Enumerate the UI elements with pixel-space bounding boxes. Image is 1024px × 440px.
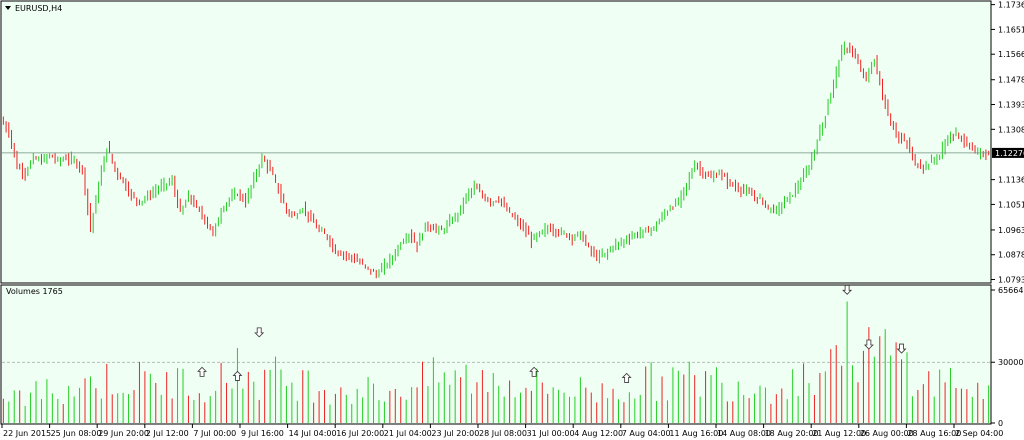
price-tick-label: 1.13085	[998, 125, 1024, 134]
price-tick-label: 1.09635	[998, 226, 1024, 235]
price-tick-label: 1.14785	[998, 76, 1024, 85]
fractal-arrows	[197, 284, 907, 383]
arrow-up-icon	[529, 366, 540, 377]
time-tick-label: 23 Jul 20:00	[431, 429, 479, 438]
current-price-marker	[992, 147, 1024, 158]
volume-bars	[2, 301, 990, 423]
time-tick-label: 21 Aug 12:00	[812, 429, 866, 438]
time-tick-label: 7 Aug 04:00	[622, 429, 671, 438]
price-pane[interactable]	[0, 0, 992, 284]
price-tick-label: 1.13935	[998, 101, 1024, 110]
price-candles	[2, 41, 990, 279]
time-tick-label: 4 Aug 12:00	[574, 429, 623, 438]
time-tick-label: 21 Jul 04:00	[384, 429, 432, 438]
time-tick-label: 7 Jul 00:00	[193, 429, 236, 438]
time-tick-label: 16 Jul 20:00	[336, 429, 384, 438]
time-tick-label: 31 Jul 00:00	[527, 429, 575, 438]
price-tick-label: 1.11360	[998, 176, 1024, 185]
price-tick-label: 1.07935	[998, 276, 1024, 285]
volume-pane[interactable]	[0, 284, 992, 425]
volume-axis: 65664 30000 0	[991, 286, 1023, 428]
price-tick-label: 1.16510	[998, 25, 1024, 34]
time-tick-label: 18 Aug 20:00	[765, 429, 819, 438]
price-tick-label: 1.08785	[998, 251, 1024, 260]
arrow-down-icon	[842, 284, 853, 295]
arrow-up-icon	[197, 366, 208, 377]
time-tick-label: 29 Jun 20:00	[98, 429, 149, 438]
arrow-down-icon	[863, 339, 874, 350]
arrow-down-icon	[254, 327, 265, 338]
volume-tick-label: 0	[998, 419, 1003, 428]
price-tick-label: 1.17360	[998, 1, 1024, 10]
time-tick-label: 26 Aug 00:00	[860, 429, 914, 438]
time-tick-label: 2 Jul 12:00	[146, 429, 189, 438]
arrow-down-icon	[896, 343, 907, 354]
volume-tick-label: 65664	[998, 286, 1023, 295]
time-tick-label: 11 Aug 16:00	[669, 429, 723, 438]
time-tick-label: 14 Jul 04:00	[289, 429, 337, 438]
symbol-title: EURUSD,H4	[15, 4, 62, 13]
time-tick-label: 2 Sep 04:00	[955, 429, 1003, 438]
time-tick-label: 28 Aug 16:00	[907, 429, 961, 438]
price-tick-label: 1.10510	[998, 200, 1024, 209]
price-axis: 1.17360 1.16510 1.15660 1.14785 1.13935 1.130…	[2, 1, 1024, 285]
volume-tick-label: 30000	[998, 358, 1023, 367]
time-tick-label: 25 Jun 08:00	[51, 429, 102, 438]
menu-triangle-icon[interactable]	[5, 6, 11, 10]
time-tick-label: 28 Jul 08:00	[479, 429, 527, 438]
arrow-up-icon	[621, 372, 632, 383]
time-tick-label: 14 Aug 08:00	[717, 429, 771, 438]
arrow-up-icon	[232, 370, 243, 381]
price-tick-label: 1.15660	[998, 50, 1024, 59]
volume-title: Volumes 1765	[6, 287, 63, 296]
time-tick-label: 9 Jul 16:00	[241, 429, 284, 438]
time-tick-label: 22 Jun 2015	[3, 429, 51, 438]
